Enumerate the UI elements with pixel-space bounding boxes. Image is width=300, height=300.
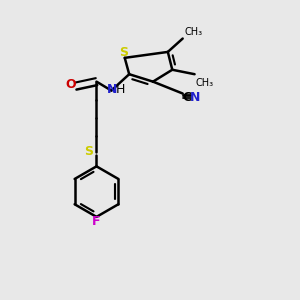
Text: H: H xyxy=(116,82,126,96)
Text: S: S xyxy=(84,145,93,158)
Text: CH₃: CH₃ xyxy=(184,27,202,37)
Text: F: F xyxy=(92,215,101,228)
Text: C: C xyxy=(183,91,192,103)
Text: CH₃: CH₃ xyxy=(196,78,214,88)
Text: N: N xyxy=(190,91,200,103)
Text: S: S xyxy=(119,46,128,59)
Text: O: O xyxy=(65,78,76,91)
Text: N: N xyxy=(107,82,117,96)
